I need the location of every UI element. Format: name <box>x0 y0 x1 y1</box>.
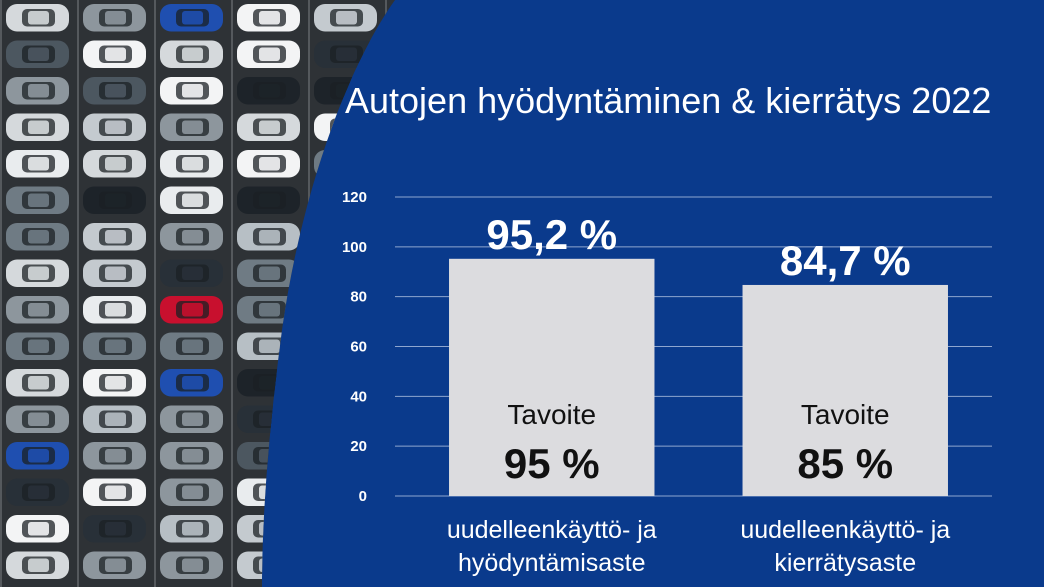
y-tick-label: 20 <box>350 438 367 455</box>
category-label: kierrätysaste <box>774 549 916 577</box>
y-tick-label: 40 <box>350 388 367 405</box>
car <box>6 40 69 68</box>
car <box>6 515 69 543</box>
car <box>6 113 69 141</box>
car <box>83 40 146 68</box>
car <box>237 223 300 251</box>
car <box>160 77 223 105</box>
target-value: 95 % <box>504 440 600 487</box>
category-label: hyödyntämisaste <box>458 549 646 577</box>
car <box>83 223 146 251</box>
car <box>6 77 69 105</box>
car <box>6 259 69 287</box>
y-tick-label: 0 <box>359 488 367 505</box>
car <box>237 259 300 287</box>
car <box>6 442 69 470</box>
car <box>83 4 146 32</box>
car <box>83 442 146 470</box>
target-label: Tavoite <box>507 399 596 430</box>
target-value: 85 % <box>797 440 893 487</box>
car <box>6 4 69 32</box>
car <box>160 223 223 251</box>
car <box>160 405 223 433</box>
car <box>160 150 223 178</box>
data-label: 95,2 % <box>486 211 617 258</box>
lane-line <box>0 0 2 587</box>
car <box>83 259 146 287</box>
target-label: Tavoite <box>801 399 890 430</box>
category-label: uudelleenkäyttö- ja <box>740 516 950 544</box>
car <box>237 40 300 68</box>
car <box>160 4 223 32</box>
car <box>314 4 377 32</box>
car <box>6 223 69 251</box>
car <box>83 150 146 178</box>
car <box>160 296 223 324</box>
car <box>83 515 146 543</box>
car <box>6 296 69 324</box>
car <box>160 442 223 470</box>
car <box>237 4 300 32</box>
car <box>6 369 69 397</box>
car <box>237 113 300 141</box>
car <box>83 332 146 360</box>
data-label: 84,7 % <box>780 237 911 284</box>
car <box>6 150 69 178</box>
car <box>83 405 146 433</box>
car <box>160 551 223 579</box>
car <box>83 296 146 324</box>
car <box>160 40 223 68</box>
car <box>160 332 223 360</box>
car <box>83 478 146 506</box>
car <box>6 478 69 506</box>
car <box>160 515 223 543</box>
car <box>237 77 300 105</box>
car <box>160 478 223 506</box>
car <box>83 369 146 397</box>
car <box>160 186 223 214</box>
car <box>237 186 300 214</box>
car <box>83 113 146 141</box>
y-tick-label: 120 <box>342 189 367 206</box>
y-tick-label: 80 <box>350 289 367 306</box>
car <box>6 186 69 214</box>
car <box>83 186 146 214</box>
lane-line <box>231 0 233 587</box>
y-tick-label: 100 <box>342 239 367 256</box>
car <box>237 150 300 178</box>
bar <box>449 258 655 496</box>
chart-title: Autojen hyödyntäminen & kierrätys 2022 <box>345 80 992 121</box>
car <box>160 113 223 141</box>
y-tick-label: 60 <box>350 339 367 356</box>
lane-line <box>154 0 156 587</box>
car <box>83 77 146 105</box>
car <box>83 551 146 579</box>
category-label: uudelleenkäyttö- ja <box>447 516 657 544</box>
bar <box>742 284 948 496</box>
car <box>6 332 69 360</box>
car <box>160 369 223 397</box>
car <box>160 259 223 287</box>
lane-line <box>77 0 79 587</box>
car <box>6 405 69 433</box>
car <box>6 551 69 579</box>
